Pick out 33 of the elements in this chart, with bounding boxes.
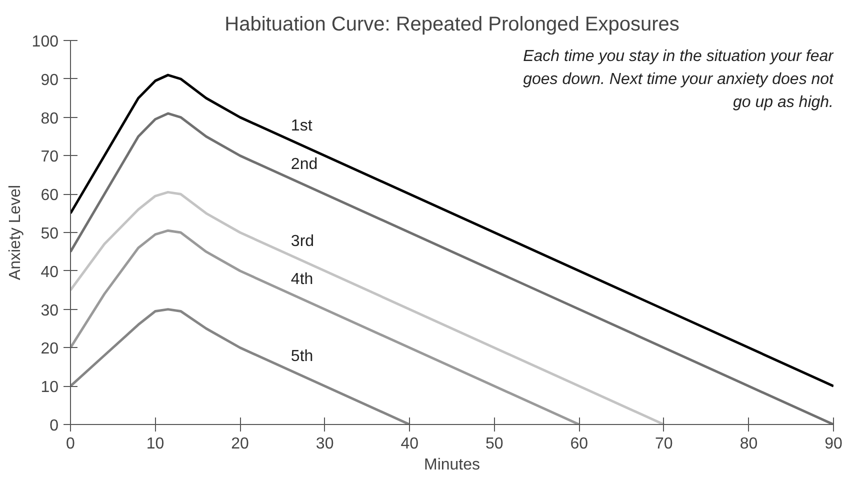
y-tick-label: 70 [40,148,59,166]
series-label: 3rd [290,232,314,250]
y-tick-label: 80 [40,110,59,128]
x-tick-label: 0 [66,436,76,452]
x-tick-label: 60 [570,436,588,452]
series-label: 2nd [290,156,318,173]
line-series [70,229,580,424]
y-tick-label: 30 [40,302,59,320]
y-tick-label: 50 [40,226,59,242]
line-series [70,308,411,424]
x-tick-label: 40 [400,436,419,452]
x-tick-label: 10 [146,436,164,452]
y-tick-label: 20 [40,340,59,358]
x-tick-label: 50 [485,436,504,452]
y-tick-label: 90 [40,72,59,89]
series-label: 5th [290,348,314,365]
line-series [70,74,834,388]
x-tick-label: 20 [231,436,250,452]
y-tick-label: 40 [40,264,59,281]
x-tick-label: 30 [316,436,334,452]
y-tick-label: 0 [50,418,59,434]
y-tick-label: 100 [32,34,59,50]
y-tick-label: 10 [40,379,59,396]
y-tick-label: 60 [40,187,59,204]
x-axis-title: Minutes [424,456,480,474]
y-axis-title: Anxiety Level [6,184,24,280]
series-label: 4th [290,271,314,288]
chart-title: Habituation Curve: Repeated Prolonged Exposures [224,14,680,36]
series-label: 1st [290,118,313,135]
x-tick-label: 90 [824,436,842,452]
x-tick-label: 70 [655,436,673,452]
x-tick-label: 80 [740,436,758,452]
line-series [70,190,666,424]
